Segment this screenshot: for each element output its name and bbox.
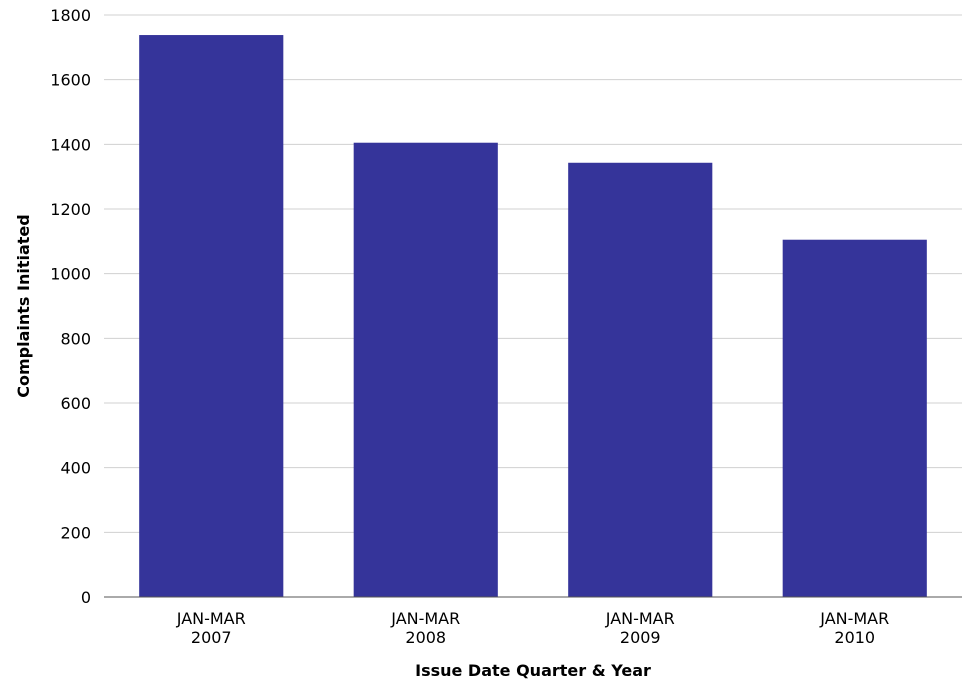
y-tick-label: 1400 xyxy=(50,135,91,154)
x-tick-label: 2010 xyxy=(834,628,875,647)
x-axis-ticks: JAN-MAR2007JAN-MAR2008JAN-MAR2009JAN-MAR… xyxy=(176,609,890,647)
bar xyxy=(568,162,713,597)
bar xyxy=(782,239,927,597)
y-tick-label: 1600 xyxy=(50,71,91,90)
x-tick-label: 2009 xyxy=(620,628,661,647)
x-tick-label: JAN-MAR xyxy=(176,609,246,628)
y-tick-label: 1000 xyxy=(50,265,91,284)
bar xyxy=(139,35,284,597)
y-axis-title: Complaints Initiated xyxy=(14,214,33,397)
x-tick-label: JAN-MAR xyxy=(390,609,460,628)
x-tick-label: JAN-MAR xyxy=(819,609,889,628)
y-tick-label: 800 xyxy=(60,329,91,348)
x-tick-label: JAN-MAR xyxy=(605,609,675,628)
y-tick-label: 200 xyxy=(60,523,91,542)
x-tick-label: 2008 xyxy=(405,628,446,647)
x-axis-title: Issue Date Quarter & Year xyxy=(415,661,651,680)
y-tick-label: 400 xyxy=(60,459,91,478)
y-tick-label: 600 xyxy=(60,394,91,413)
y-axis-ticks: 0 200 400 600 800 1000 1200 1400 1600 1800 xyxy=(50,6,91,607)
x-tick-label: 2007 xyxy=(191,628,232,647)
y-tick-label: 0 xyxy=(81,588,91,607)
y-tick-label: 1200 xyxy=(50,200,91,219)
bar xyxy=(353,142,498,597)
bars xyxy=(139,35,927,597)
y-tick-label: 1800 xyxy=(50,6,91,25)
